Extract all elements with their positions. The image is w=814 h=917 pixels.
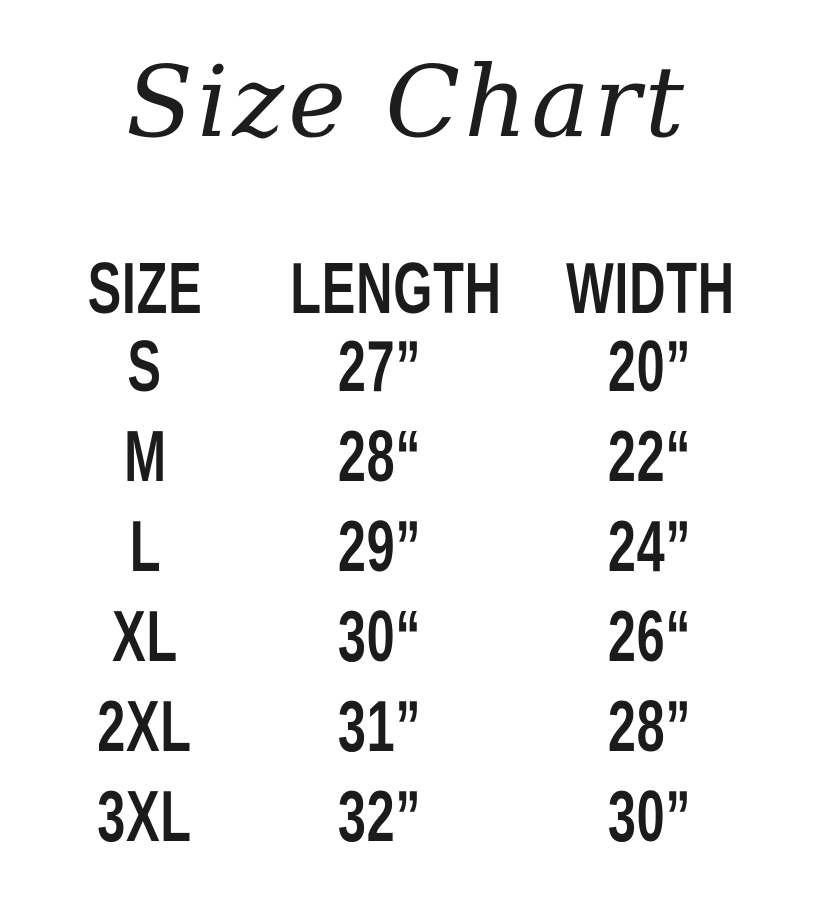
length-value: 31” (245, 686, 515, 768)
width-value: 26“ (515, 596, 785, 678)
width-label: 28” (608, 687, 692, 767)
table-header: SIZE LENGTH WIDTH (0, 248, 814, 329)
length-label: 28“ (338, 417, 422, 497)
column-header-length-label: LENGTH (290, 249, 502, 329)
size-label: 3XL (97, 777, 193, 857)
table-row-3xl: 3XL 32” 30” (0, 772, 814, 862)
length-label: 29” (338, 507, 422, 587)
size-value: L (45, 506, 245, 588)
table-row-2xl: 2XL 31” 28” (0, 682, 814, 772)
size-value: S (45, 326, 245, 408)
width-value: 28” (515, 686, 785, 768)
width-label: 20” (608, 327, 692, 407)
column-header-size-label: SIZE (87, 249, 203, 329)
length-label: 30“ (338, 597, 422, 677)
length-label: 32” (338, 777, 422, 857)
size-label: M (123, 417, 167, 497)
size-label: XL (112, 597, 178, 677)
length-value: 32” (245, 776, 515, 858)
width-label: 30” (608, 777, 692, 857)
length-value: 30“ (245, 596, 515, 678)
column-header-width: WIDTH (515, 248, 785, 330)
table-row-s: S 27” 20” (0, 322, 814, 412)
size-label: L (129, 507, 161, 587)
column-header-length: LENGTH (245, 248, 515, 330)
size-value: M (45, 416, 245, 498)
length-value: 27” (245, 326, 515, 408)
width-label: 22“ (608, 417, 692, 497)
width-label: 26“ (608, 597, 692, 677)
size-value: XL (45, 596, 245, 678)
table-row-l: L 29” 24” (0, 502, 814, 592)
width-value: 24” (515, 506, 785, 588)
width-value: 20” (515, 326, 785, 408)
length-value: 29” (245, 506, 515, 588)
size-value: 2XL (45, 686, 245, 768)
page-title: Size Chart (125, 46, 688, 160)
size-value: 3XL (45, 776, 245, 858)
width-value: 22“ (515, 416, 785, 498)
table-row-xl: XL 30“ 26“ (0, 592, 814, 682)
length-value: 28“ (245, 416, 515, 498)
table-row-m: M 28“ 22“ (0, 412, 814, 502)
column-header-width-label: WIDTH (565, 249, 735, 329)
length-label: 31” (338, 687, 422, 767)
size-label: 2XL (97, 687, 193, 767)
size-label: S (127, 327, 163, 407)
width-value: 30” (515, 776, 785, 858)
length-label: 27” (338, 327, 422, 407)
width-label: 24” (608, 507, 692, 587)
column-header-size: SIZE (45, 248, 245, 330)
